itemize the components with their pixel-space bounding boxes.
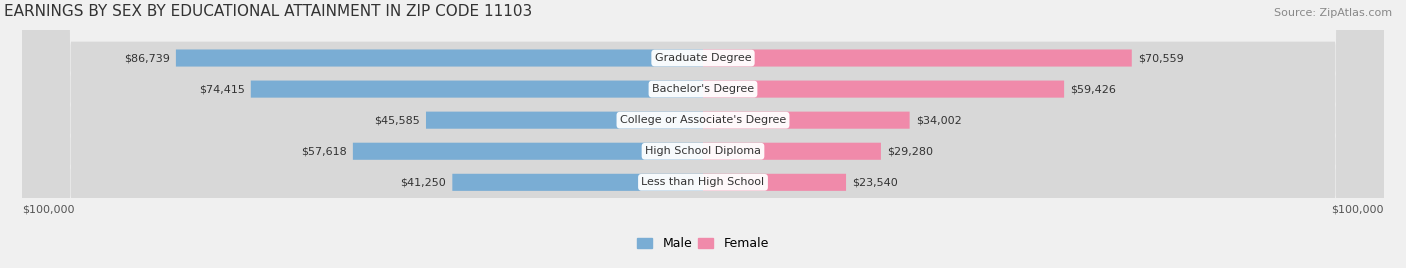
Text: $100,000: $100,000	[22, 204, 75, 214]
Legend: Male, Female: Male, Female	[637, 237, 769, 250]
FancyBboxPatch shape	[703, 112, 910, 129]
Text: $29,280: $29,280	[887, 146, 934, 156]
FancyBboxPatch shape	[703, 50, 1132, 66]
Text: Graduate Degree: Graduate Degree	[655, 53, 751, 63]
Text: $41,250: $41,250	[401, 177, 446, 187]
FancyBboxPatch shape	[22, 0, 1384, 268]
Text: Less than High School: Less than High School	[641, 177, 765, 187]
Text: Bachelor's Degree: Bachelor's Degree	[652, 84, 754, 94]
Text: $70,559: $70,559	[1137, 53, 1184, 63]
Text: Source: ZipAtlas.com: Source: ZipAtlas.com	[1274, 8, 1392, 18]
Text: College or Associate's Degree: College or Associate's Degree	[620, 115, 786, 125]
FancyBboxPatch shape	[703, 81, 1064, 98]
FancyBboxPatch shape	[703, 143, 882, 160]
FancyBboxPatch shape	[453, 174, 703, 191]
FancyBboxPatch shape	[22, 0, 1384, 268]
FancyBboxPatch shape	[22, 0, 1384, 268]
FancyBboxPatch shape	[353, 143, 703, 160]
Text: $57,618: $57,618	[301, 146, 347, 156]
FancyBboxPatch shape	[176, 50, 703, 66]
Text: $86,739: $86,739	[124, 53, 170, 63]
Text: $59,426: $59,426	[1070, 84, 1116, 94]
FancyBboxPatch shape	[426, 112, 703, 129]
FancyBboxPatch shape	[22, 0, 1384, 268]
FancyBboxPatch shape	[703, 174, 846, 191]
Text: EARNINGS BY SEX BY EDUCATIONAL ATTAINMENT IN ZIP CODE 11103: EARNINGS BY SEX BY EDUCATIONAL ATTAINMEN…	[4, 4, 533, 19]
Text: $23,540: $23,540	[852, 177, 898, 187]
Text: $34,002: $34,002	[915, 115, 962, 125]
Text: High School Diploma: High School Diploma	[645, 146, 761, 156]
Text: $100,000: $100,000	[1331, 204, 1384, 214]
Text: $45,585: $45,585	[374, 115, 420, 125]
FancyBboxPatch shape	[250, 81, 703, 98]
Text: $74,415: $74,415	[198, 84, 245, 94]
FancyBboxPatch shape	[22, 0, 1384, 268]
